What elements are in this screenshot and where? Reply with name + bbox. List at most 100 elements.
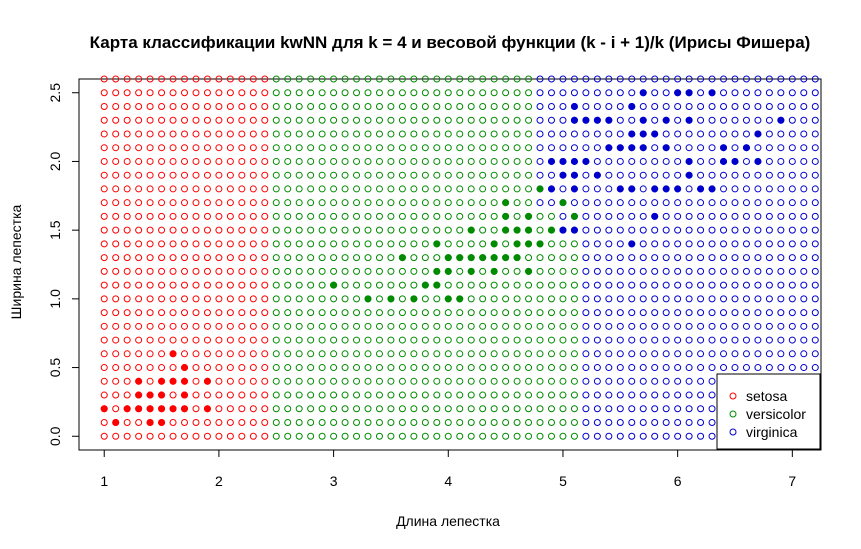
map-point-versicolor — [490, 364, 498, 372]
map-point-virginica — [720, 102, 728, 110]
map-point-virginica — [616, 309, 624, 317]
map-point-versicolor — [559, 322, 567, 330]
map-point-setosa — [203, 144, 211, 152]
map-point-setosa — [249, 75, 257, 83]
map-point-versicolor — [272, 102, 280, 110]
map-point-versicolor — [525, 254, 533, 262]
map-point-setosa — [146, 75, 154, 83]
map-point-virginica — [720, 130, 728, 138]
map-point-versicolor — [547, 281, 555, 289]
map-point-virginica — [811, 364, 819, 372]
map-point-versicolor — [353, 199, 361, 207]
map-point-virginica — [777, 130, 785, 138]
map-point-setosa — [203, 309, 211, 317]
map-point-setosa — [261, 240, 269, 248]
map-point-virginica — [765, 185, 773, 193]
map-point-setosa — [226, 226, 234, 234]
map-point-versicolor — [525, 116, 533, 124]
map-point-versicolor — [318, 185, 326, 193]
map-point-setosa — [146, 199, 154, 207]
map-point-versicolor — [307, 364, 315, 372]
map-point-versicolor — [330, 295, 338, 303]
map-point-setosa — [238, 171, 246, 179]
map-point-versicolor — [398, 130, 406, 138]
map-point-versicolor — [547, 364, 555, 372]
map-point-versicolor — [444, 391, 452, 399]
map-point-versicolor — [398, 89, 406, 97]
map-point-versicolor — [307, 240, 315, 248]
map-point-setosa — [215, 116, 223, 124]
map-point-versicolor — [421, 171, 429, 179]
map-point-virginica — [616, 336, 624, 344]
map-point-setosa — [192, 267, 200, 275]
map-point-versicolor — [284, 185, 292, 193]
map-point-virginica — [765, 130, 773, 138]
map-point-virginica — [697, 130, 705, 138]
map-point-virginica — [662, 75, 670, 83]
map-point-virginica — [628, 309, 636, 317]
training-point-virginica — [559, 226, 567, 234]
map-point-versicolor — [513, 295, 521, 303]
map-point-versicolor — [330, 377, 338, 385]
map-point-versicolor — [433, 322, 441, 330]
map-point-virginica — [685, 391, 693, 399]
map-point-setosa — [146, 322, 154, 330]
map-point-setosa — [146, 185, 154, 193]
map-point-versicolor — [570, 377, 578, 385]
map-point-versicolor — [375, 322, 383, 330]
map-point-versicolor — [410, 157, 418, 165]
map-point-versicolor — [536, 336, 544, 344]
map-point-versicolor — [353, 336, 361, 344]
map-point-virginica — [662, 267, 670, 275]
map-point-setosa — [215, 419, 223, 427]
map-point-setosa — [100, 419, 108, 427]
map-point-virginica — [788, 89, 796, 97]
map-point-setosa — [238, 226, 246, 234]
map-point-versicolor — [364, 199, 372, 207]
map-point-versicolor — [502, 116, 510, 124]
map-point-versicolor — [490, 185, 498, 193]
map-point-setosa — [192, 281, 200, 289]
map-point-setosa — [192, 377, 200, 385]
map-point-versicolor — [398, 350, 406, 358]
map-point-versicolor — [387, 116, 395, 124]
map-point-versicolor — [284, 432, 292, 440]
map-point-virginica — [811, 350, 819, 358]
map-point-virginica — [720, 89, 728, 97]
map-point-versicolor — [502, 157, 510, 165]
map-point-setosa — [112, 212, 120, 220]
map-point-versicolor — [444, 102, 452, 110]
map-point-versicolor — [570, 281, 578, 289]
map-point-versicolor — [341, 350, 349, 358]
map-point-setosa — [146, 432, 154, 440]
map-point-versicolor — [525, 157, 533, 165]
map-point-virginica — [570, 144, 578, 152]
map-point-versicolor — [307, 419, 315, 427]
map-point-virginica — [674, 336, 682, 344]
map-point-setosa — [100, 295, 108, 303]
map-point-virginica — [811, 199, 819, 207]
map-point-versicolor — [375, 419, 383, 427]
training-point-versicolor — [525, 212, 533, 220]
map-point-virginica — [708, 157, 716, 165]
map-point-versicolor — [284, 144, 292, 152]
map-point-versicolor — [513, 157, 521, 165]
map-point-virginica — [800, 102, 808, 110]
map-point-virginica — [708, 267, 716, 275]
map-point-versicolor — [341, 322, 349, 330]
map-point-virginica — [605, 185, 613, 193]
map-point-virginica — [605, 75, 613, 83]
map-point-setosa — [192, 254, 200, 262]
map-point-versicolor — [502, 295, 510, 303]
training-point-versicolor — [444, 267, 452, 275]
map-point-virginica — [708, 254, 716, 262]
map-point-versicolor — [525, 336, 533, 344]
map-point-virginica — [639, 336, 647, 344]
map-point-versicolor — [433, 254, 441, 262]
map-point-setosa — [135, 432, 143, 440]
x-tick-label: 2 — [215, 473, 223, 489]
map-point-versicolor — [421, 212, 429, 220]
map-point-versicolor — [570, 295, 578, 303]
map-point-versicolor — [536, 226, 544, 234]
map-point-versicolor — [398, 226, 406, 234]
